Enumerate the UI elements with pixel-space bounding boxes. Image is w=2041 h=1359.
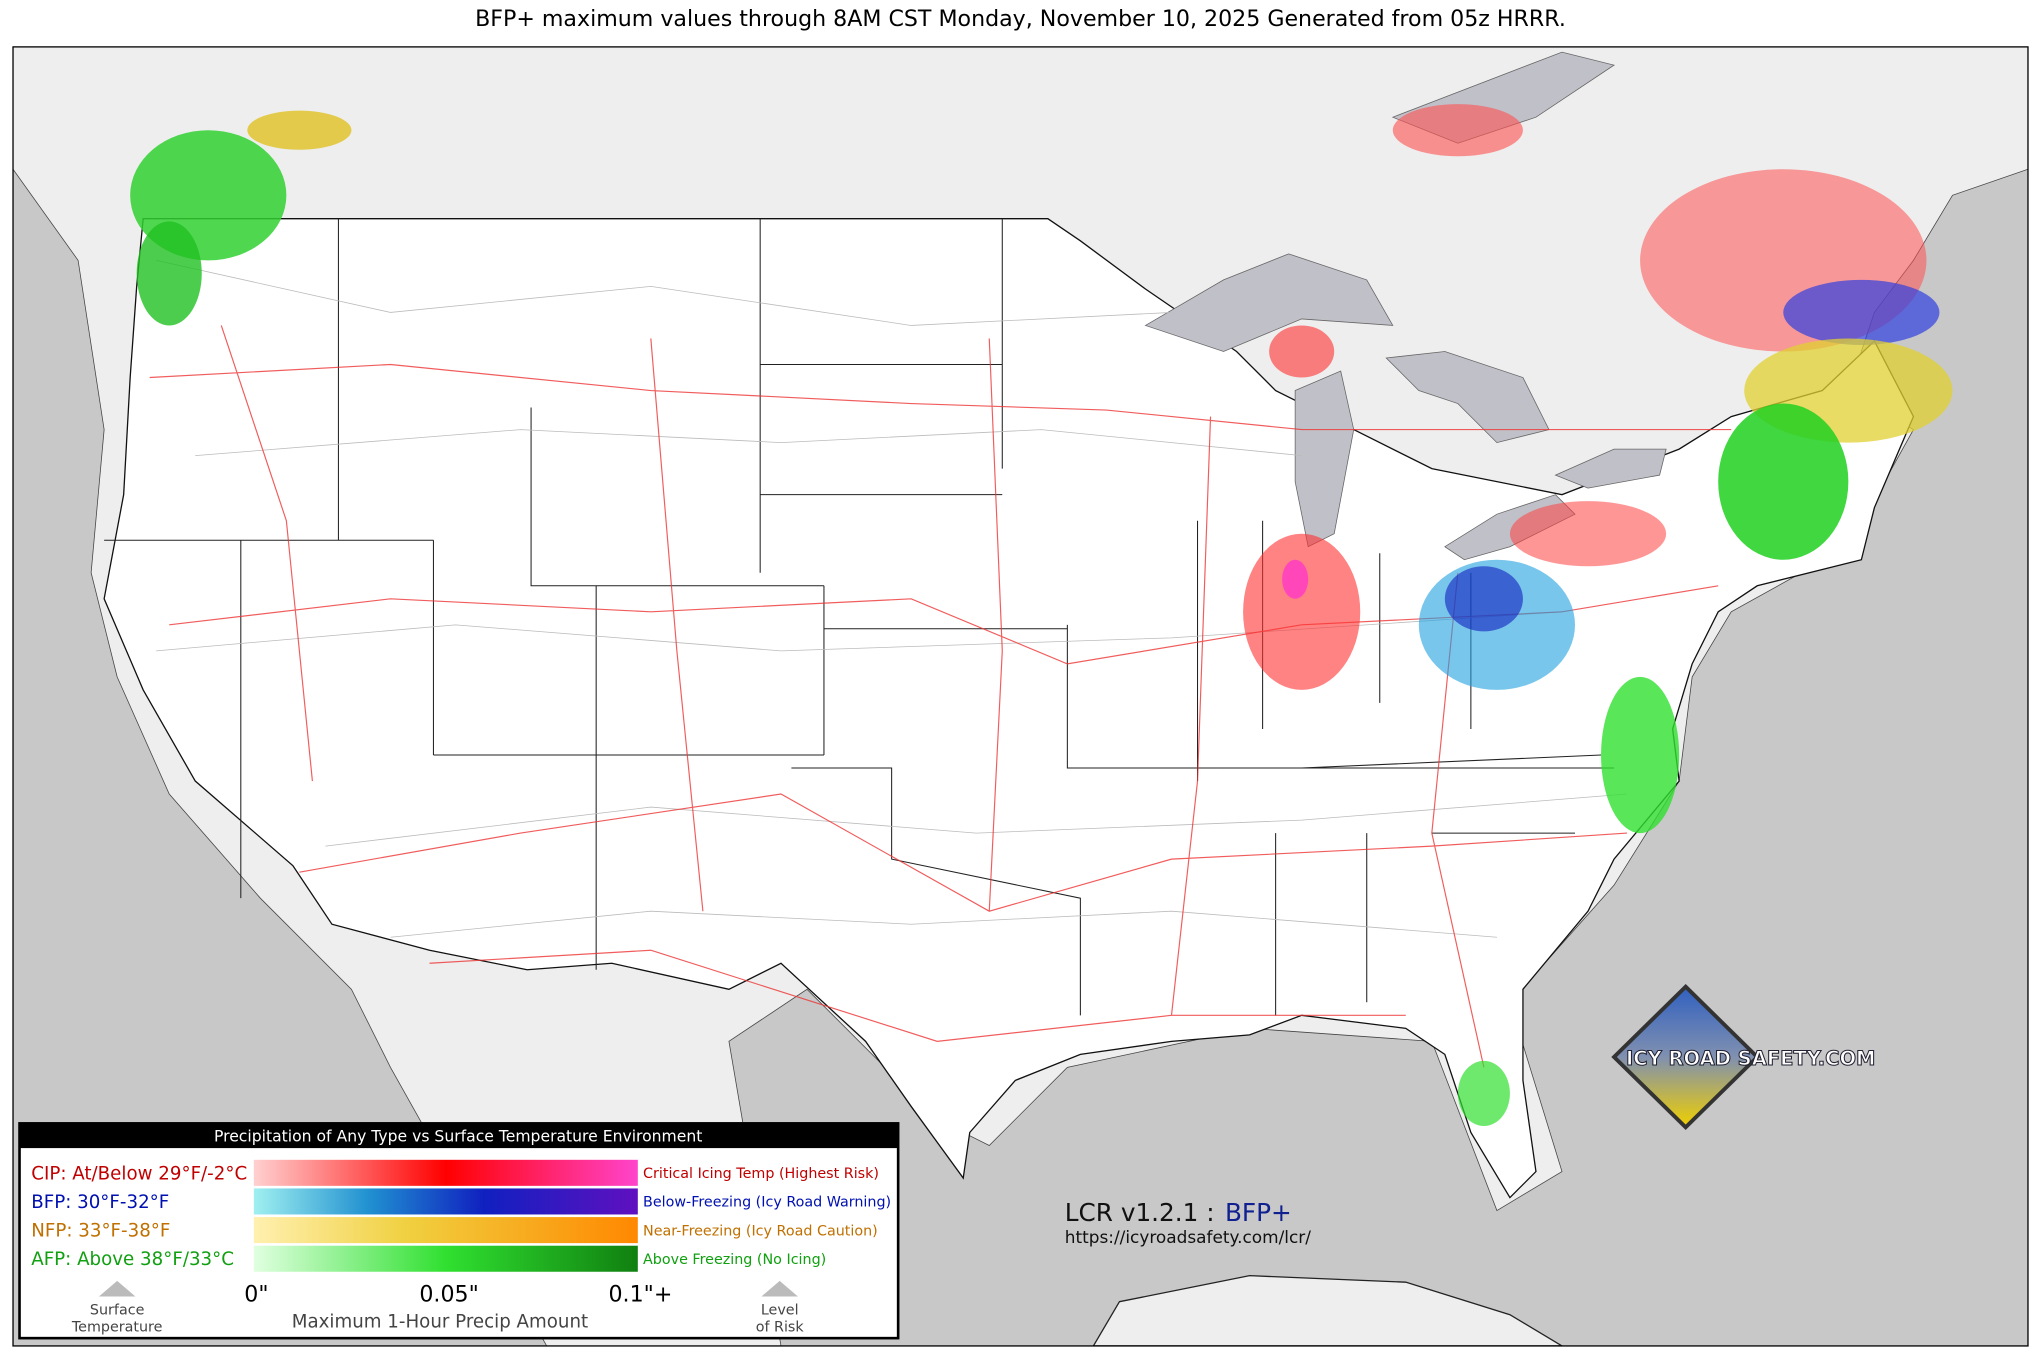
legend-gradient [253,1217,638,1244]
marker-arrow [98,1280,136,1297]
logo: ICY ROAD SAFETY.COM [1611,983,1876,1131]
map-frame [12,46,2029,1347]
legend-gradient [253,1245,638,1272]
scale-title: Maximum 1-Hour Precip Amount [292,1312,588,1333]
map-title: BFP+ maximum values through 8AM CST Mond… [475,6,1566,32]
legend: Precipitation of Any Type vs Surface Tem… [18,1122,900,1340]
path [1294,370,1355,548]
precip-overlay [130,104,1953,1126]
ellipse [1392,104,1523,157]
path [1554,448,1667,489]
legend-description: Below-Freezing (Icy Road Warning) [643,1195,891,1211]
legend-description: Above Freezing (No Icing) [643,1252,826,1268]
logo-text: ICY ROAD SAFETY.COM [1626,1047,1875,1070]
path [1144,253,1394,352]
marker-label: Temperature [71,1320,163,1336]
legend-description: Critical Icing Temp (Highest Risk) [643,1166,879,1182]
version-text: LCR v1.2.1 : [1065,1198,1215,1227]
ellipse [1282,559,1309,599]
marker-label: Level [761,1303,799,1319]
version: LCR v1.2.1 : BFP+ [1065,1198,1292,1227]
legend-category: NFP: 33°F-38°F [31,1221,170,1242]
ellipse [136,221,202,326]
ellipse [1718,403,1849,560]
ellipse [1783,279,1940,345]
legend-category: CIP: At/Below 29°F/-2°C [31,1163,247,1184]
legend-description: Near-Freezing (Icy Road Caution) [643,1223,878,1239]
legend-category: BFP: 30°F-32°F [31,1192,169,1213]
cuba [1092,1275,1564,1346]
ellipse [1269,325,1335,378]
ellipse [1243,533,1361,690]
product-text: BFP+ [1225,1198,1292,1227]
url: https://icyroadsafety.com/lcr/ [1065,1227,1311,1247]
legend-title: Precipitation of Any Type vs Surface Tem… [214,1128,702,1146]
map [13,46,2028,1346]
ellipse [247,110,352,150]
ellipse [1601,676,1680,834]
marker-label: of Risk [756,1320,805,1336]
path [156,259,1628,938]
roads [149,259,1732,1068]
ellipse [1457,1060,1510,1126]
legend-category: AFP: Above 38°F/33°C [31,1249,234,1270]
legend-gradient [253,1159,638,1186]
legend-rows: CIP: At/Below 29°F/-2°C Critical Icing Te… [31,1159,891,1272]
ellipse [1444,566,1523,632]
path [1385,351,1550,444]
legend-header [19,1123,899,1149]
marker-arrow [761,1280,798,1297]
scale-label: 0.05" [419,1282,478,1308]
legend-gradient [253,1188,638,1215]
ellipse [1509,501,1667,567]
logo-diamond [1611,983,1761,1131]
scale-label: 0" [244,1282,268,1308]
scale-label: 0.1"+ [608,1282,672,1308]
path [149,325,1732,1068]
marker-label: Surface [90,1303,145,1319]
